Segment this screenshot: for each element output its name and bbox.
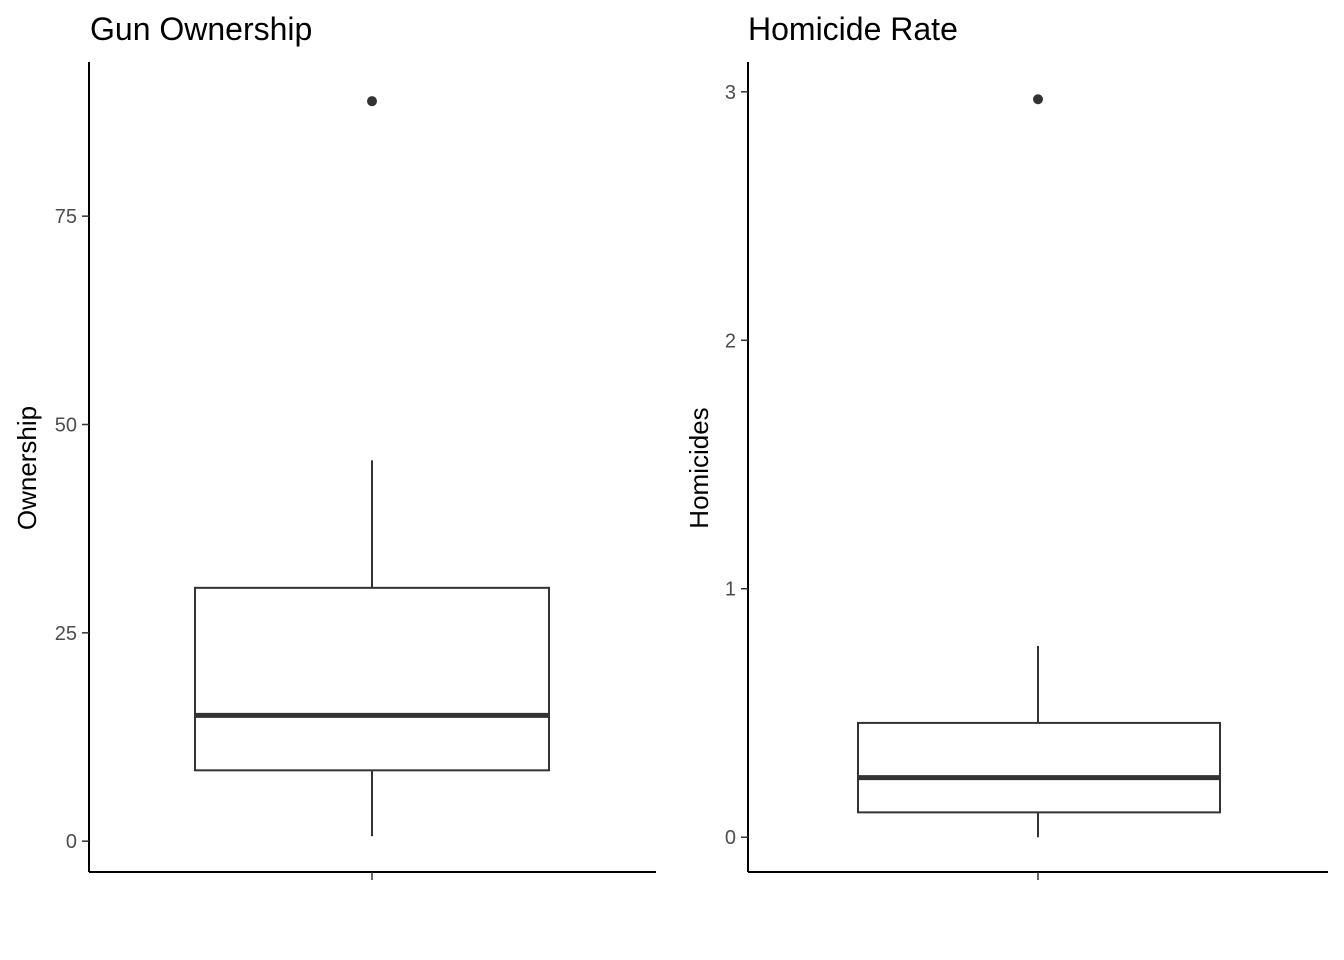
homicide-rate-chart: Homicide Rate Homicides 0 1 2 3 xyxy=(684,11,1328,880)
y-tick-label: 50 xyxy=(55,415,77,437)
y-tick-label: 0 xyxy=(66,831,77,853)
gun-ownership-chart: Gun Ownership Ownership 0 25 50 75 xyxy=(12,11,656,880)
outlier-point xyxy=(367,96,377,107)
y-axis-label: Homicides xyxy=(684,407,714,528)
y-tick-label: 2 xyxy=(725,330,736,352)
y-tick-label: 0 xyxy=(725,827,736,849)
y-axis-label: Ownership xyxy=(12,406,42,530)
outlier-point xyxy=(1033,94,1043,105)
plot-area: 0 25 50 75 xyxy=(55,62,656,880)
iqr-box xyxy=(857,721,1221,814)
chart-title: Gun Ownership xyxy=(90,11,312,47)
iqr-box xyxy=(194,586,550,772)
y-tick-label: 75 xyxy=(55,206,77,228)
plot-area: 0 1 2 3 xyxy=(725,62,1328,880)
homicide-rate-panel: Homicide Rate Homicides 0 1 2 3 xyxy=(672,0,1344,960)
y-tick-label: 25 xyxy=(55,623,77,645)
y-tick-label: 3 xyxy=(725,82,736,104)
y-tick-label: 1 xyxy=(725,579,736,601)
gun-ownership-panel: Gun Ownership Ownership 0 25 50 75 xyxy=(12,11,656,880)
chart-title: Homicide Rate xyxy=(748,11,958,47)
